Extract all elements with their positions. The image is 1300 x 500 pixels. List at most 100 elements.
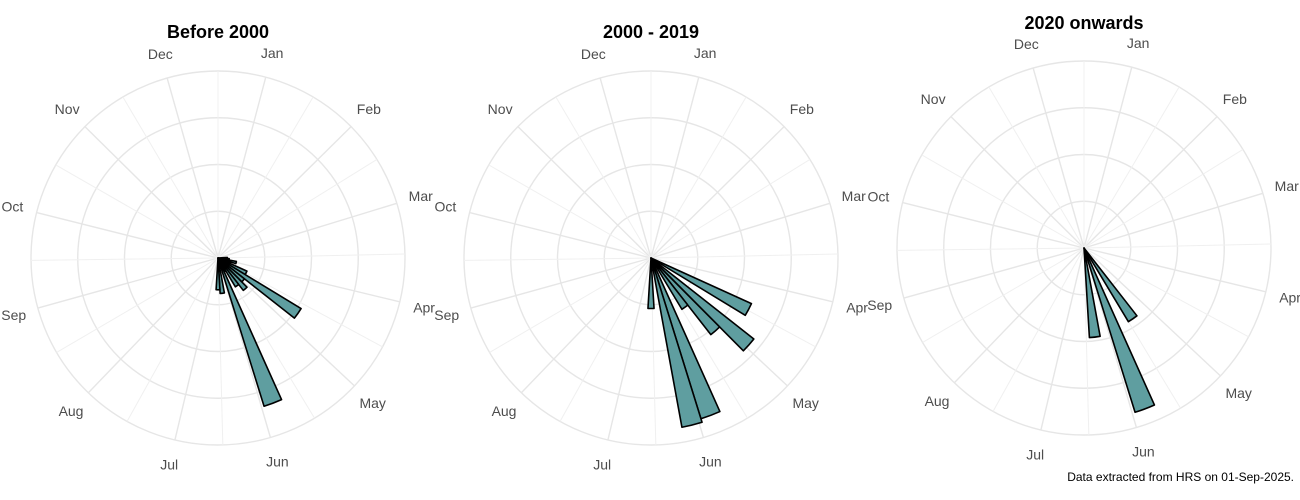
- grid-spoke-major: [1083, 247, 1221, 377]
- month-label-sep: Sep: [1, 307, 26, 323]
- grid-spoke-major: [517, 126, 652, 259]
- rose-bar: [1083, 247, 1101, 339]
- month-label-jun: Jun: [266, 454, 289, 470]
- grid-spoke-minor: [559, 257, 652, 422]
- month-label-mar: Mar: [842, 188, 866, 204]
- grid-spoke-major: [217, 126, 352, 259]
- source-caption: Data extracted from HRS on 01-Sep-2025.: [1067, 470, 1294, 484]
- month-label-oct: Oct: [1, 199, 23, 215]
- month-label-nov: Nov: [921, 91, 946, 107]
- month-label-jul: Jul: [160, 456, 178, 472]
- grid-spoke-major: [1032, 67, 1085, 249]
- grid-spoke-major: [36, 211, 219, 259]
- month-label-aug: Aug: [925, 393, 950, 409]
- rose-bar: [647, 257, 655, 310]
- grid-spoke-major: [903, 247, 1085, 299]
- month-label-sep: Sep: [434, 307, 459, 323]
- month-label-oct: Oct: [867, 189, 889, 205]
- grid-spoke-major: [650, 77, 700, 259]
- grid-spoke-minor: [1083, 247, 1249, 338]
- rose-chart-before-2000: Before 2000 Jan Feb Mar Apr May Jun Jul Aug Sep O…: [1, 22, 435, 472]
- month-label-jan: Jan: [1127, 35, 1150, 51]
- grid-spoke-major: [599, 77, 652, 259]
- rose-bar: [215, 257, 221, 291]
- grid-spoke-minor: [1083, 243, 1271, 249]
- month-label-may: May: [792, 395, 818, 411]
- grid-spoke-minor: [922, 247, 1085, 343]
- grid-spoke-major: [950, 116, 1085, 249]
- month-label-dec: Dec: [148, 46, 173, 62]
- rose-bar: [650, 257, 755, 352]
- month-label-apr: Apr: [846, 300, 868, 316]
- chart-title: 2020 onwards: [1024, 13, 1143, 33]
- rose-bar: [217, 257, 302, 319]
- grid-spoke-major: [217, 257, 400, 303]
- rose-bar: [1083, 247, 1156, 414]
- rose-chart-2000-2019: 2000 - 2019 Jan Feb Mar Apr May Jun Jul Aug Sep O…: [434, 22, 868, 472]
- grid-spoke-major: [84, 126, 219, 259]
- month-label-mar: Mar: [409, 188, 433, 204]
- rose-bar: [650, 257, 753, 317]
- grid-spoke-minor: [122, 96, 219, 259]
- month-label-may: May: [1225, 385, 1251, 401]
- rose-bar: [650, 257, 703, 429]
- rose-bar: [217, 257, 226, 295]
- grid-spoke-minor: [921, 154, 1085, 249]
- grid-spoke-major: [650, 202, 831, 259]
- month-label-feb: Feb: [357, 101, 381, 117]
- grid-spoke-minor: [650, 159, 811, 259]
- rose-bar: [650, 257, 689, 311]
- grid-spoke-minor: [650, 96, 747, 259]
- grid-spoke-major: [902, 201, 1085, 249]
- grid-spoke-minor: [56, 257, 219, 353]
- grid-spoke-minor: [992, 247, 1085, 412]
- grid-spoke-major: [37, 257, 219, 309]
- rose-bar: [650, 257, 721, 336]
- chart-title: 2000 - 2019: [603, 22, 699, 42]
- month-label-aug: Aug: [492, 403, 517, 419]
- month-label-jul: Jul: [1026, 446, 1044, 462]
- grid-spoke-minor: [217, 96, 314, 259]
- grid-spoke-minor: [55, 164, 219, 259]
- rose-bar: [217, 257, 283, 408]
- grid-spoke-major: [1040, 247, 1085, 431]
- grid-spoke-minor: [488, 164, 652, 259]
- grid-spoke-major: [650, 126, 785, 259]
- grid-spoke-minor: [1083, 149, 1244, 249]
- month-label-apr: Apr: [1279, 290, 1300, 306]
- grid-spoke-minor: [126, 257, 219, 422]
- month-label-oct: Oct: [434, 199, 456, 215]
- grid-spoke-major: [469, 211, 652, 259]
- grid-spoke-minor: [217, 159, 378, 259]
- grid-spoke-major: [217, 77, 267, 259]
- month-label-jul: Jul: [593, 456, 611, 472]
- grid-spoke-major: [1083, 247, 1266, 293]
- rose-bar: [1083, 247, 1138, 323]
- grid-spoke-minor: [217, 253, 405, 259]
- grid-spoke-minor: [464, 257, 652, 261]
- month-label-nov: Nov: [488, 101, 513, 117]
- month-label-feb: Feb: [1223, 91, 1247, 107]
- grid-spoke-minor: [489, 257, 652, 353]
- rose-chart-2020-onwards: 2020 onwards Jan Feb Mar Apr May Jun Jul Aug Sep…: [867, 13, 1300, 462]
- grid-spoke-major: [174, 257, 219, 441]
- month-label-dec: Dec: [1014, 36, 1039, 52]
- chart-title: Before 2000: [167, 22, 269, 42]
- grid-spoke-major: [1083, 192, 1264, 249]
- grid-spoke-major: [1083, 116, 1218, 249]
- month-label-sep: Sep: [867, 297, 892, 313]
- month-label-mar: Mar: [1275, 178, 1299, 194]
- grid-spoke-minor: [31, 257, 219, 261]
- month-label-may: May: [359, 395, 385, 411]
- month-label-nov: Nov: [55, 101, 80, 117]
- month-label-jan: Jan: [694, 45, 717, 61]
- month-label-jun: Jun: [699, 454, 722, 470]
- grid-spoke-major: [470, 257, 652, 309]
- grid-spoke-major: [953, 247, 1085, 384]
- grid-spoke-major: [1083, 67, 1133, 249]
- grid-spoke-minor: [988, 86, 1085, 249]
- grid-spoke-minor: [650, 253, 838, 259]
- grid-spoke-major: [520, 257, 652, 394]
- grid-spoke-minor: [555, 96, 652, 259]
